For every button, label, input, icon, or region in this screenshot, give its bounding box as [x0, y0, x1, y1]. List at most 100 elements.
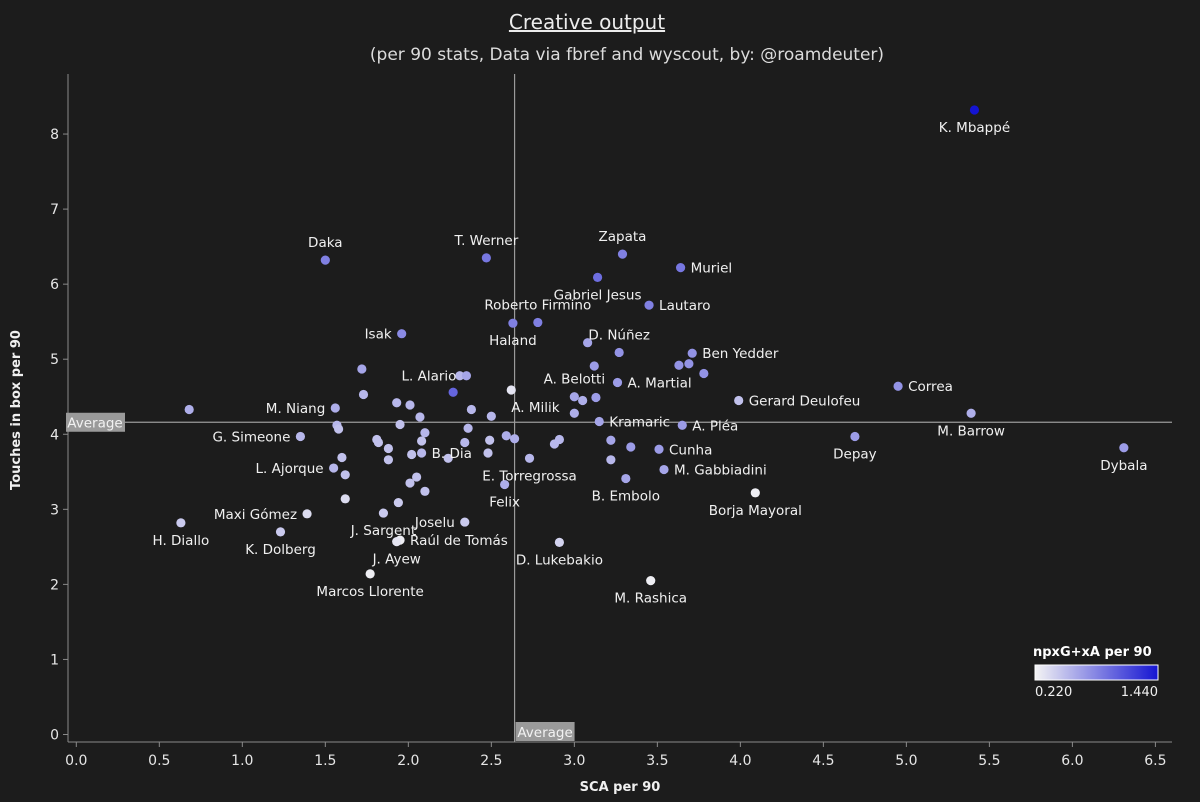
point-label: M. Gabbiadini	[674, 463, 767, 479]
point-label: B. Embolo	[592, 489, 660, 505]
data-point	[644, 300, 654, 310]
point-label: Kramaric	[609, 415, 670, 431]
x-tick-label: 0.5	[148, 753, 170, 769]
point-label: Gabriel Jesus	[554, 287, 642, 303]
data-point	[184, 404, 194, 415]
data-point	[617, 249, 628, 259]
data-point	[302, 509, 312, 519]
x-tick-label: 4.5	[812, 753, 834, 769]
y-tick-label: 7	[50, 202, 59, 218]
x-tick-label: 1.0	[231, 753, 253, 769]
point-label: Raúl de Tomás	[410, 533, 508, 549]
data-point	[461, 371, 472, 381]
data-point	[176, 518, 186, 528]
data-point	[357, 364, 367, 374]
data-point	[646, 576, 656, 586]
data-point	[506, 385, 516, 395]
point-label: L. Ajorque	[256, 461, 324, 477]
point-label: T. Werner	[453, 233, 518, 249]
data-point	[448, 387, 458, 397]
data-point	[486, 411, 496, 421]
data-point	[569, 408, 579, 418]
data-point	[659, 464, 669, 475]
data-point	[340, 494, 350, 504]
point-label: J. Sargent	[350, 523, 416, 539]
data-point	[485, 435, 495, 445]
data-points	[176, 105, 1129, 586]
point-label: L. Alario	[401, 369, 456, 385]
average-lines	[68, 74, 1172, 742]
point-label: Gerard Deulofeu	[749, 393, 861, 409]
data-point	[466, 404, 477, 415]
data-point	[554, 537, 565, 547]
y-axis-label: Touches in box per 90	[9, 330, 24, 490]
point-label: J. Ayew	[372, 552, 421, 568]
data-point	[443, 453, 453, 463]
point-label: Roberto Firmino	[484, 297, 591, 313]
point-label: Marcos Llorente	[316, 584, 423, 600]
point-label: K. Dolberg	[245, 542, 316, 558]
point-label: M. Rashica	[614, 591, 687, 607]
data-point	[583, 338, 593, 348]
point-label: Zapata	[599, 229, 647, 245]
data-point	[395, 419, 405, 430]
data-point	[850, 431, 860, 442]
data-point	[687, 348, 697, 358]
data-point	[509, 434, 520, 444]
point-label: D. Lukebakio	[516, 552, 603, 568]
x-tick-label: 4.0	[729, 753, 751, 769]
data-point	[405, 400, 415, 410]
x-tick-label: 1.5	[314, 753, 336, 769]
data-point	[460, 517, 470, 527]
data-point	[412, 472, 422, 482]
data-point	[420, 486, 430, 496]
x-tick-label: 3.0	[563, 753, 585, 769]
data-point	[589, 361, 599, 371]
data-point	[569, 392, 579, 402]
data-point	[654, 444, 664, 454]
data-point	[397, 329, 407, 339]
legend-max-label: 1.440	[1121, 685, 1158, 700]
data-point	[684, 359, 694, 369]
data-point	[415, 412, 425, 422]
data-point	[330, 403, 340, 413]
data-point	[417, 448, 427, 458]
legend-gradient-bar	[1034, 664, 1159, 681]
data-point	[626, 442, 636, 452]
point-label: M. Niang	[266, 401, 325, 417]
point-label: D. Núñez	[588, 327, 650, 343]
data-point	[554, 434, 565, 445]
point-labels: K. Mbappé Daka T. Werner Zapata Muriel Gabrie…	[153, 120, 1148, 607]
data-point	[320, 255, 330, 265]
point-label: Joselu	[414, 515, 455, 531]
data-point	[383, 443, 394, 454]
data-point	[405, 478, 415, 488]
point-label: Borja Mayoral	[709, 503, 802, 519]
point-label: G. Simeone	[212, 430, 290, 446]
x-axis-label: SCA per 90	[580, 780, 661, 795]
average-x-box	[515, 722, 575, 741]
point-label: Cunha	[669, 442, 712, 458]
data-point	[392, 537, 402, 547]
point-label: Isak	[365, 327, 392, 343]
data-point	[340, 470, 350, 480]
point-label: Felix	[489, 495, 520, 511]
legend-min-label: 0.220	[1035, 685, 1072, 700]
point-label: M. Barrow	[937, 423, 1005, 439]
point-label: Ben Yedder	[702, 346, 779, 362]
data-point	[1119, 443, 1129, 453]
point-label: A. Martial	[628, 375, 692, 391]
data-point	[591, 392, 601, 403]
data-point	[621, 473, 631, 484]
x-tick-label: 2.5	[480, 753, 502, 769]
data-point	[407, 449, 417, 460]
y-tick-label: 5	[50, 352, 59, 368]
data-point	[969, 105, 980, 115]
data-point	[966, 408, 976, 418]
x-tick-label: 5.5	[978, 753, 1000, 769]
data-point	[463, 423, 473, 433]
data-point	[614, 347, 624, 358]
data-point	[334, 424, 344, 434]
y-tick-label: 6	[50, 277, 59, 293]
